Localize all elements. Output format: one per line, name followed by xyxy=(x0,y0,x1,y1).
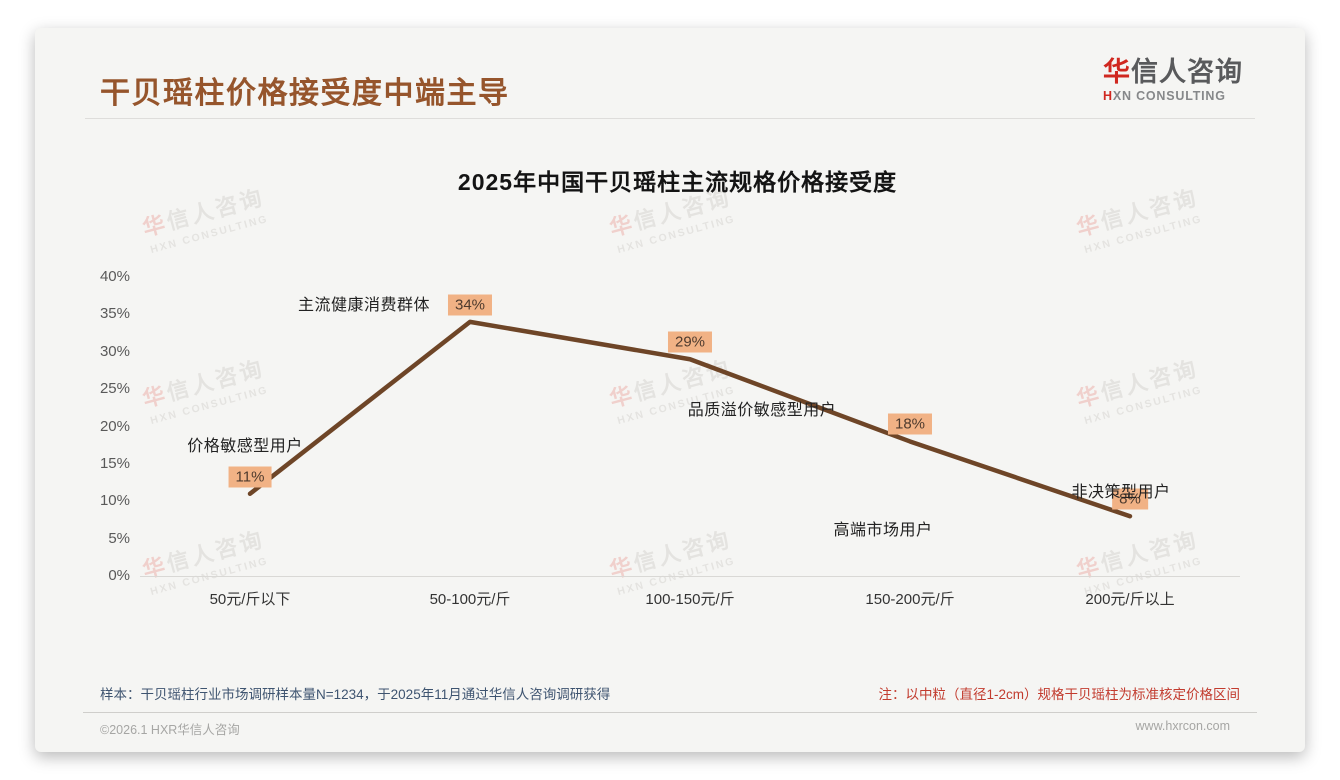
footer-bar: ©2026.1 HXR华信人咨询 www.hxrcon.com xyxy=(100,719,1230,738)
y-axis-tick-label: 15% xyxy=(99,454,130,472)
brand-logo-en: HXN CONSULTING xyxy=(1103,89,1243,103)
y-axis-tick-label: 5% xyxy=(108,529,130,547)
x-axis-line xyxy=(140,576,1240,577)
brand-logo-cn-rest: 信人咨询 xyxy=(1131,57,1243,87)
data-point-value-badge: 18% xyxy=(887,413,933,435)
y-axis-tick-label: 20% xyxy=(99,417,130,435)
y-axis-tick-label: 40% xyxy=(99,268,130,285)
footer-divider xyxy=(83,712,1257,713)
copyright-text: ©2026.1 HXR华信人咨询 xyxy=(100,723,240,737)
report-card: 干贝瑶柱价格接受度中端主导 华信人咨询 HXN CONSULTING 华信人咨询… xyxy=(35,28,1305,752)
x-axis-category-label: 50元/斤以下 xyxy=(209,591,291,608)
x-axis-category-label: 50-100元/斤 xyxy=(429,591,511,608)
website-link: www.hxrcon.com xyxy=(1135,719,1230,733)
y-axis-tick-label: 25% xyxy=(99,380,130,398)
brand-logo-en-rest: XN CONSULTING xyxy=(1112,88,1226,103)
y-axis-tick-label: 10% xyxy=(99,492,130,510)
header-divider xyxy=(85,118,1255,119)
segment-annotation: 主流健康消费群体 xyxy=(297,296,431,314)
spec-note: 注：以中粒（直径1-2cm）规格干贝瑶柱为标准核定价格区间 xyxy=(878,687,1240,702)
segment-annotation: 品质溢价敏感型用户 xyxy=(687,402,837,420)
segment-annotation: 高端市场用户 xyxy=(833,522,933,540)
y-axis-tick-label: 0% xyxy=(108,567,130,584)
segment-annotation: 非决策型用户 xyxy=(1071,484,1171,502)
brand-logo-en-accent: H xyxy=(1103,88,1113,103)
data-point-value-badge: 11% xyxy=(228,466,272,488)
trend-line xyxy=(247,319,1133,519)
segment-annotation: 价格敏感型用户 xyxy=(187,437,303,455)
chart-title: 2025年中国干贝瑶柱主流规格价格接受度 xyxy=(457,169,898,195)
x-axis-category-label: 100-150元/斤 xyxy=(645,591,735,608)
data-point-value-badge: 29% xyxy=(667,331,713,353)
page-title: 干贝瑶柱价格接受度中端主导 xyxy=(100,77,510,110)
data-point-value-badge: 8% xyxy=(1112,488,1148,510)
brand-logo: 华信人咨询 HXN CONSULTING xyxy=(1103,57,1243,103)
brand-logo-cn-accent: 华 xyxy=(1103,57,1131,87)
x-axis-category-label: 150-200元/斤 xyxy=(865,591,955,608)
x-axis-category-label: 200元/斤以上 xyxy=(1085,591,1175,608)
y-axis-tick-label: 35% xyxy=(99,305,130,323)
brand-logo-cn: 华信人咨询 xyxy=(1103,57,1243,88)
y-axis-tick-label: 30% xyxy=(99,342,130,360)
sample-note: 样本：干贝瑶柱行业市场调研样本量N=1234，于2025年11月通过华信人咨询调… xyxy=(100,687,611,702)
data-point-value-badge: 34% xyxy=(447,294,493,316)
